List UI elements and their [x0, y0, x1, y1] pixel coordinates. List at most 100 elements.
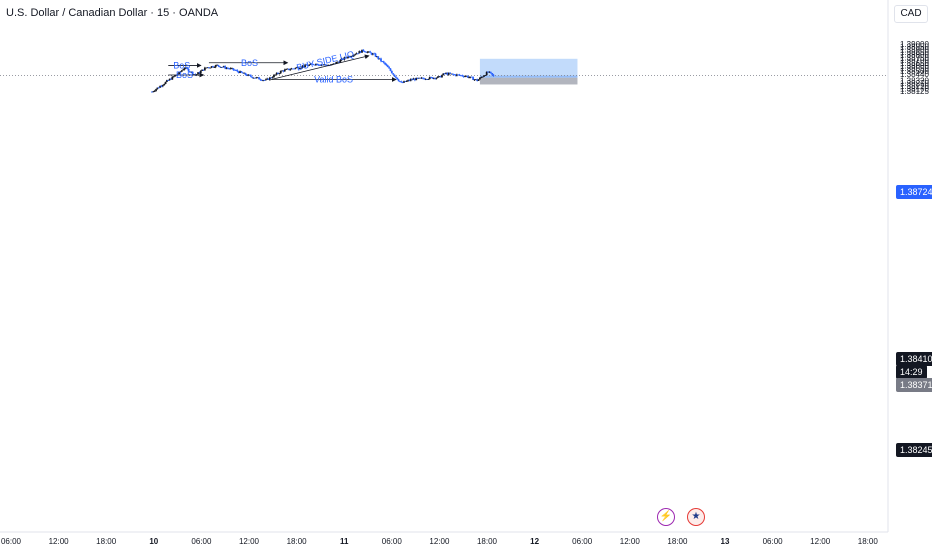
candle-body: [434, 77, 437, 79]
time-tick-label: 12:00: [239, 537, 260, 546]
candle-body: [225, 67, 228, 69]
candle-body: [229, 68, 232, 70]
candle-body: [152, 91, 155, 93]
candle-body: [361, 49, 363, 53]
candle-body: [378, 58, 381, 60]
candle-body: [432, 77, 435, 79]
candle-body: [384, 62, 386, 65]
candle-body: [309, 63, 312, 65]
candle-body: [166, 80, 168, 82]
price-tick-label: 1.38700: [900, 56, 929, 65]
candle-body: [258, 77, 260, 80]
candle-body: [352, 54, 355, 56]
candle-body: [317, 65, 320, 66]
candle-body: [244, 72, 247, 75]
candle-body: [416, 77, 419, 79]
candle-body: [435, 77, 438, 79]
candle-body: [363, 51, 366, 52]
candle-body: [371, 53, 374, 55]
candle-body: [336, 61, 339, 63]
candle-body: [344, 57, 347, 59]
candle-body: [201, 69, 204, 71]
candle-body: [264, 79, 267, 81]
candle-body: [396, 77, 399, 80]
candle-body: [220, 66, 223, 68]
candle-body: [293, 68, 296, 70]
candle-body: [466, 75, 469, 78]
candle-body: [445, 73, 447, 74]
candle-body: [350, 56, 353, 58]
candle-body: [285, 69, 288, 70]
us-flag-icon[interactable]: ★: [687, 508, 705, 526]
candle-body: [205, 67, 208, 69]
candle-body: [281, 70, 283, 72]
time-tick-label: 11: [340, 537, 349, 546]
candle-body: [461, 75, 464, 77]
candle-body: [405, 80, 408, 82]
price-axis: 1.390001.389501.389001.388501.388001.387…: [887, 0, 929, 532]
candle-body: [263, 80, 266, 81]
candle-body: [446, 73, 449, 75]
bos-label-3: BoS: [176, 70, 193, 80]
candle-body: [315, 63, 317, 65]
candle-body: [400, 81, 403, 83]
candle-body: [296, 67, 298, 69]
candle-body: [228, 68, 231, 70]
candle-body: [240, 71, 243, 73]
candle-body: [304, 64, 307, 67]
candle-body: [403, 81, 405, 83]
candle-body: [171, 76, 174, 80]
candle-body: [213, 67, 216, 68]
candle-body: [347, 56, 350, 58]
candle-body: [430, 77, 433, 78]
candle-body: [427, 79, 430, 80]
candle-body: [470, 76, 473, 78]
candle-body: [247, 74, 250, 76]
symbol-title[interactable]: U.S. Dollar / Canadian Dollar · 15 · OAN…: [6, 7, 219, 19]
candle-body: [465, 75, 468, 77]
candle-body: [320, 64, 323, 66]
time-tick-label: 18:00: [667, 537, 688, 546]
candle-body: [374, 53, 377, 57]
candle-body: [184, 67, 187, 69]
candle-body: [275, 72, 278, 75]
price-tick-label: 1.38320: [900, 76, 929, 85]
candle-body: [469, 76, 472, 78]
candle-body: [408, 80, 411, 81]
candle-body: [312, 63, 315, 65]
candle-body: [214, 65, 217, 68]
candle-body: [222, 66, 225, 68]
candle-body: [464, 76, 466, 78]
candle-body: [423, 78, 426, 80]
candle-body: [442, 73, 445, 76]
candle-body: [382, 61, 385, 63]
candle-body: [182, 69, 185, 71]
candle-body: [239, 71, 241, 73]
candle-body: [453, 74, 456, 76]
candle-body: [267, 78, 270, 80]
candle-body: [335, 62, 338, 64]
time-tick-label: 06:00: [572, 537, 593, 546]
candle-body: [492, 74, 495, 76]
candle-body: [176, 74, 179, 75]
candle-body: [399, 81, 401, 82]
flash-icon[interactable]: ⚡: [657, 508, 675, 526]
candle-body: [183, 68, 186, 70]
candle-body: [441, 75, 443, 78]
currency-button[interactable]: CAD: [894, 5, 928, 23]
candle-body: [270, 77, 273, 79]
candle-body: [305, 64, 308, 66]
candle-body: [380, 58, 382, 62]
price-tick-label: 1.38750: [900, 53, 929, 62]
candle-body: [208, 67, 210, 69]
candle-body: [174, 75, 176, 77]
buy-side-liq-label: BUY SIDE LIQ: [296, 49, 356, 73]
time-tick-label: 12:00: [49, 537, 70, 546]
candle-body: [243, 72, 246, 74]
candle-body: [386, 65, 389, 68]
candle-body: [231, 68, 233, 69]
candle-body: [358, 51, 361, 54]
candle-body: [332, 63, 335, 65]
candle-body: [393, 74, 396, 77]
